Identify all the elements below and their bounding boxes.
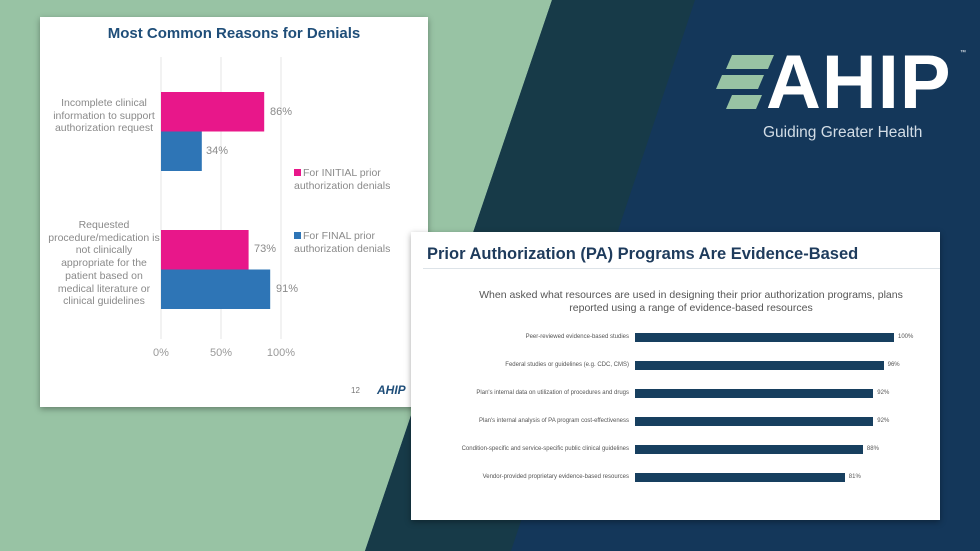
denials-chart (160, 57, 282, 339)
legend-label: For INITIAL prior authorization denials (294, 167, 391, 192)
logo-tagline: Guiding Greater Health (763, 124, 923, 141)
bar (635, 388, 874, 398)
category-label: Plan's internal analysis of PA program c… (479, 418, 629, 424)
data-label: 81% (848, 474, 861, 480)
x-tick-label: 0% (153, 347, 169, 359)
denials-slide: Most Common Reasons for Denials Incomple… (40, 17, 428, 407)
bar (161, 269, 271, 309)
x-tick-label: 50% (209, 347, 233, 359)
bar (635, 332, 894, 342)
data-label: 73% (254, 243, 277, 255)
bar (635, 416, 874, 426)
category-label: Incomplete clinical information to suppo… (53, 97, 155, 135)
title-divider (423, 268, 940, 269)
data-label: 34% (206, 145, 229, 157)
bar (635, 360, 884, 370)
category-label: Peer-reviewed evidence-based studies (525, 334, 629, 340)
category-label: Federal studies or guidelines (e.g. CDC,… (505, 362, 629, 368)
legend-item-initial: For INITIAL prior authorization denials (294, 167, 394, 192)
bar (635, 444, 863, 454)
footer-logo: AHIP (377, 383, 406, 397)
legend-item-final: For FINAL prior authorization denials (294, 230, 394, 255)
bar (161, 92, 265, 132)
evidence-chart: Peer-reviewed evidence-based studies 100%… (411, 232, 940, 520)
chart-title: Most Common Reasons for Denials (107, 25, 361, 42)
data-label: 100% (898, 334, 914, 340)
category-label: Vendor-provided proprietary evidence-bas… (482, 474, 629, 480)
data-label: 86% (270, 106, 293, 118)
logo-trademark: ™ (960, 50, 966, 56)
legend-swatch (294, 169, 301, 176)
category-label: Requested procedure/medication is not cl… (48, 219, 160, 308)
legend-swatch (294, 232, 301, 239)
data-label: 92% (877, 390, 890, 396)
category-label: Plan's internal data on utilization of p… (476, 390, 629, 396)
data-label: 92% (877, 418, 890, 424)
data-label: 96% (887, 362, 900, 368)
legend-label: For FINAL prior authorization denials (294, 230, 391, 255)
data-label: 88% (866, 446, 879, 452)
chart-title: Prior Authorization (PA) Programs Are Ev… (427, 245, 859, 263)
evidence-slide: Prior Authorization (PA) Programs Are Ev… (411, 232, 940, 520)
bar (161, 131, 202, 171)
bar (635, 472, 845, 482)
page-number: 12 (351, 386, 360, 395)
chart-subtitle: When asked what resources are used in de… (479, 289, 903, 314)
logo-wordmark: AHIP (766, 40, 952, 125)
data-label: 91% (276, 283, 299, 295)
bar (161, 230, 249, 270)
x-tick-label: 100% (266, 347, 296, 359)
logo-stripes-icon (716, 55, 774, 109)
category-label: Condition-specific and service-specific … (461, 446, 629, 452)
ahip-logo: AHIP ™ Guiding Greater Health (712, 40, 974, 150)
